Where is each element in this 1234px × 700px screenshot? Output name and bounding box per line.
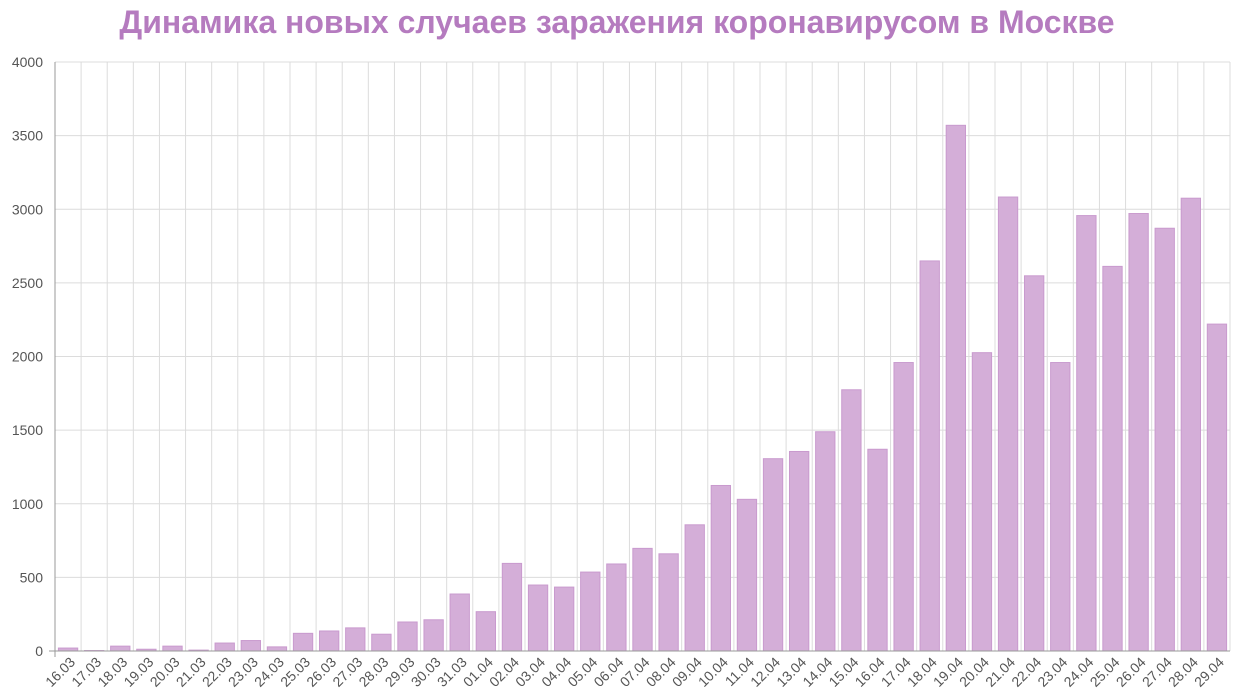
axes [49, 62, 1230, 657]
bars [57, 124, 1228, 652]
bar-31.03 [449, 593, 470, 652]
bar-24.03 [266, 646, 288, 652]
bar-13.04 [789, 450, 810, 652]
bar-14.04 [815, 431, 836, 652]
bar-23.04 [1050, 362, 1071, 652]
bar-22.04 [1024, 275, 1045, 652]
bar-29.04 [1206, 323, 1228, 652]
bar-27.03 [345, 627, 366, 652]
bar-25.04 [1102, 265, 1123, 652]
bar-10.04 [710, 484, 731, 652]
bar-23.03 [240, 640, 261, 652]
bar-06.04 [606, 563, 627, 652]
x-tick-label: 29.04 [1191, 654, 1227, 690]
bar-08.04 [658, 553, 679, 652]
bar-04.04 [554, 586, 575, 652]
bar-26.03 [319, 630, 340, 652]
x-tick-label: 10.04 [695, 654, 731, 690]
bar-26.04 [1128, 213, 1149, 652]
chart-title: Динамика новых случаев заражения коронав… [119, 4, 1115, 40]
bar-05.04 [580, 571, 601, 652]
y-tick-label: 4000 [12, 54, 43, 70]
bar-28.04 [1180, 197, 1201, 652]
bar-11.04 [736, 498, 758, 652]
bar-21.04 [997, 196, 1019, 652]
bar-18.04 [919, 260, 940, 652]
bar-27.04 [1154, 227, 1175, 652]
bar-17.04 [893, 362, 914, 652]
bar-07.04 [632, 547, 653, 652]
bar-20.04 [971, 352, 993, 652]
bar-29.03 [397, 621, 418, 652]
y-tick-label: 1500 [12, 422, 43, 438]
bar-09.04 [684, 524, 705, 652]
bar-02.04 [501, 562, 523, 652]
bar-15.04 [841, 389, 862, 652]
y-tick-label: 2500 [12, 275, 43, 291]
y-tick-label: 3000 [12, 201, 43, 217]
bar-20.03 [162, 645, 183, 652]
bar-01.04 [475, 611, 496, 652]
y-tick-label: 1000 [12, 496, 43, 512]
y-tick-label: 0 [35, 643, 43, 659]
bar-03.04 [527, 584, 549, 652]
y-tick-label: 2000 [12, 349, 43, 365]
bar-16.04 [867, 448, 888, 652]
bar-12.04 [762, 458, 784, 652]
y-tick-label: 500 [20, 569, 44, 585]
bar-19.04 [945, 124, 966, 652]
bar-22.03 [214, 642, 235, 652]
y-tick-label: 3500 [12, 128, 43, 144]
bar-18.03 [110, 645, 131, 652]
y-tick-labels: 0 500 1000 1500 2000 2500 3000 3500 4000 [12, 54, 43, 659]
bar-25.03 [292, 632, 314, 652]
bar-30.03 [423, 619, 444, 652]
x-tick-labels: 16.0317.0318.0319.0320.0321.0322.0323.03… [42, 654, 1227, 690]
bar-28.03 [371, 633, 392, 652]
bar-24.04 [1076, 215, 1097, 652]
